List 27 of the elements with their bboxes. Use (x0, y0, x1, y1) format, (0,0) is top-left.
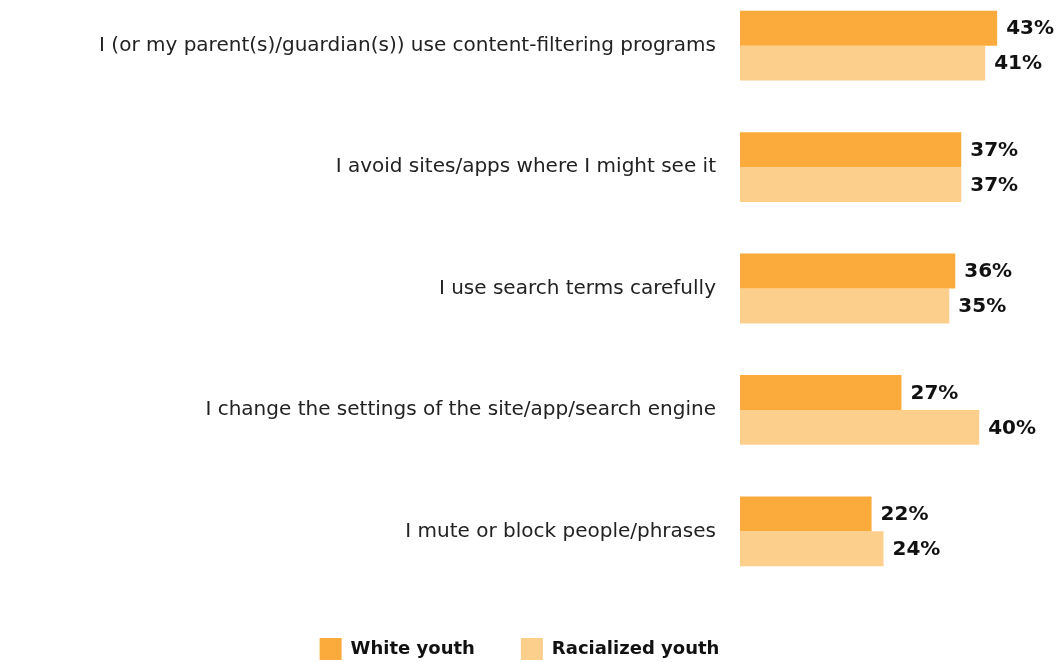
data-label: 35% (958, 293, 1007, 318)
data-label: 27% (910, 379, 959, 404)
data-label: 36% (964, 258, 1013, 283)
data-label: 37% (970, 171, 1019, 196)
y-tick-label: I mute or block people/phrases (405, 517, 716, 542)
bar (740, 253, 956, 289)
legend-label: White youth (350, 636, 475, 658)
bar (740, 409, 980, 445)
data-label: 43% (1006, 15, 1055, 40)
data-label: 37% (970, 136, 1019, 161)
data-label: 40% (988, 414, 1037, 439)
bar (740, 45, 986, 81)
data-label: 22% (880, 501, 929, 526)
bar (740, 288, 950, 324)
legend-label: Racialized youth (551, 636, 720, 658)
bar (740, 531, 884, 567)
y-tick-label: I avoid sites/apps where I might see it (335, 153, 717, 178)
y-tick-label: I (or my parent(s)/guardian(s)) use content-filtering programs (99, 31, 716, 56)
bar (740, 375, 902, 410)
bar (740, 496, 872, 532)
y-tick-label: I use search terms carefully (438, 274, 717, 299)
bar (740, 132, 962, 168)
data-label: 24% (892, 535, 941, 560)
bar (740, 167, 962, 202)
data-label: 41% (994, 50, 1043, 75)
y-tick-label: I change the settings of the site/app/search engine (205, 396, 716, 421)
bar (740, 10, 998, 46)
